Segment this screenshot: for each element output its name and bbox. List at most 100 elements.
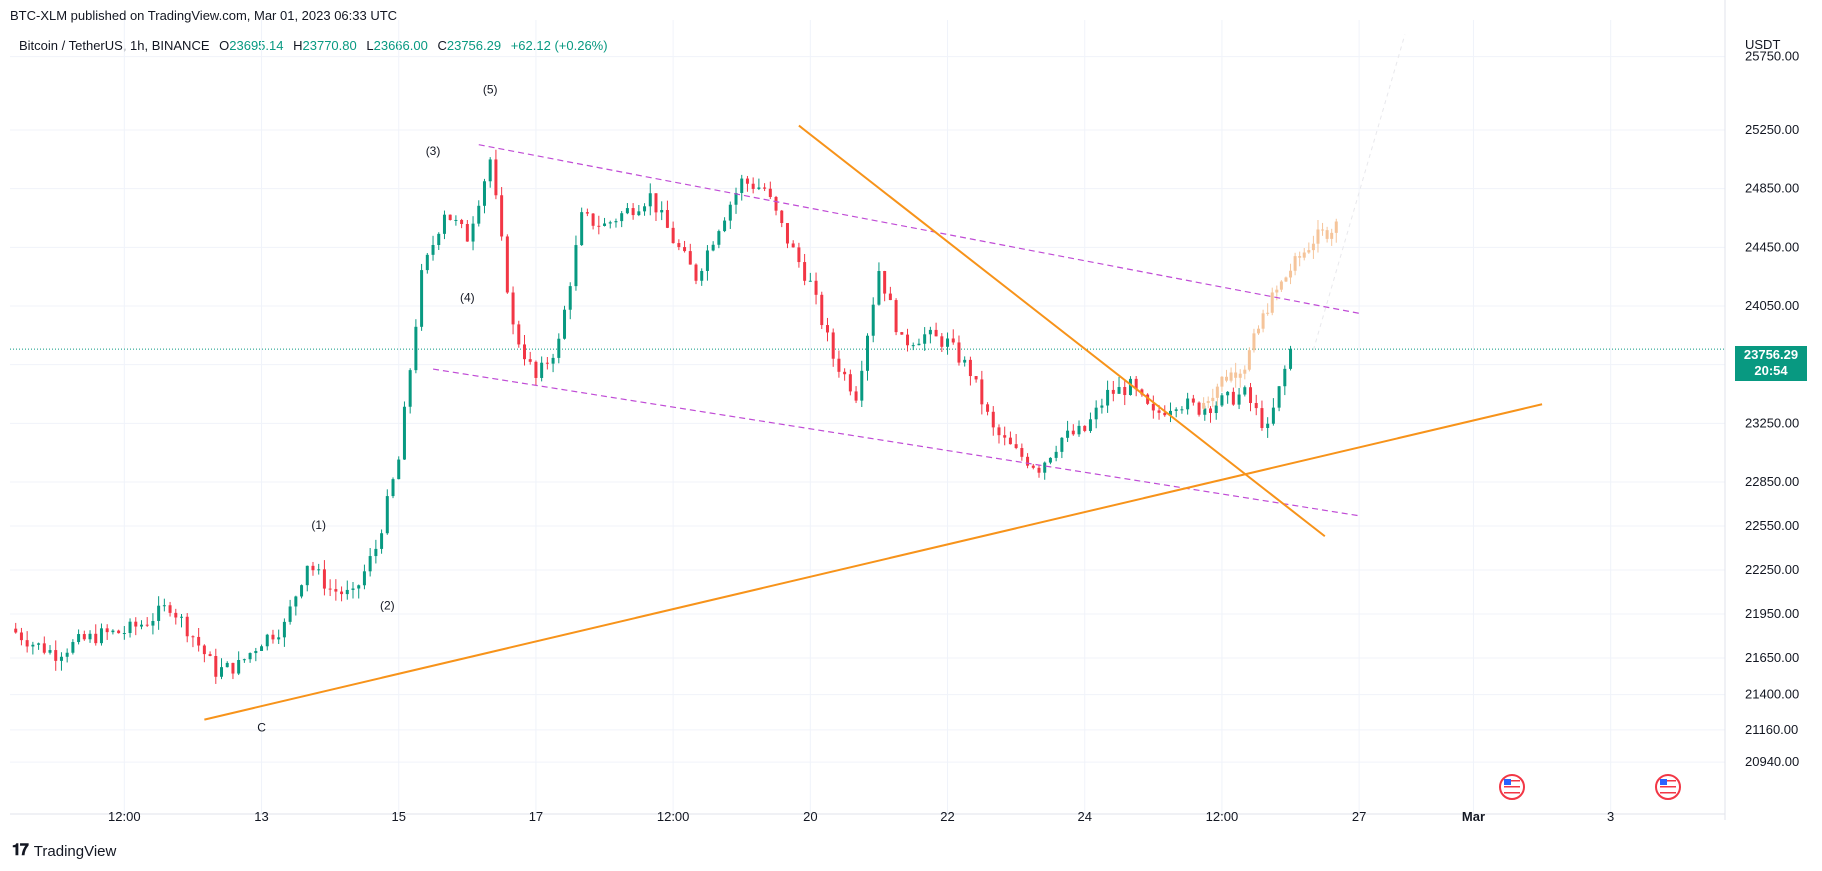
low-label: L: [366, 38, 374, 53]
flag-stripe: [1660, 792, 1676, 794]
candle: [157, 605, 161, 622]
candle: [351, 588, 355, 590]
candle: [368, 556, 372, 572]
projected-candle: [1307, 250, 1311, 253]
time-tick-label: 13: [254, 809, 268, 824]
time-tick-label: 3: [1607, 809, 1614, 824]
projected-candle: [1330, 232, 1334, 239]
symbol-legend[interactable]: Bitcoin / TetherUS, 1h, BINANCE O23695.1…: [19, 38, 608, 53]
candle: [820, 294, 824, 326]
price-tick-label: 21950.00: [1745, 606, 1799, 621]
candle: [1254, 403, 1258, 409]
candle: [482, 181, 486, 206]
published-caption: BTC-XLM published on TradingView.com, Ma…: [10, 8, 398, 23]
candle: [277, 637, 281, 640]
chart-grid: [10, 20, 1725, 814]
candle: [860, 370, 864, 401]
last-price-value: 23756.29: [1743, 347, 1799, 362]
candle: [911, 345, 915, 347]
candle: [534, 361, 538, 378]
candle: [214, 656, 218, 677]
candle: [1083, 425, 1087, 431]
candle: [900, 332, 904, 335]
flag-stripe: [1660, 786, 1676, 788]
candle: [808, 280, 812, 282]
candle: [185, 616, 189, 637]
candle: [580, 212, 584, 246]
candle: [906, 334, 910, 346]
candle: [425, 254, 429, 271]
candle: [740, 178, 744, 193]
candle: [402, 406, 406, 460]
candle: [540, 362, 544, 378]
candle: [225, 662, 229, 668]
candle: [1197, 402, 1201, 415]
flag-stripe: [1504, 783, 1520, 785]
price-axis-unit: USDT: [1745, 37, 1780, 52]
candle: [1037, 467, 1041, 473]
candle: [774, 196, 778, 211]
candle: [791, 243, 795, 248]
candle: [391, 479, 395, 497]
time-tick-label: 24: [1077, 809, 1091, 824]
candle: [37, 643, 41, 645]
event-icons[interactable]: [1499, 774, 1681, 800]
candle: [871, 304, 875, 336]
candle: [1277, 386, 1281, 408]
candle: [265, 634, 269, 647]
projected-candle: [1247, 350, 1251, 370]
candle: [1214, 405, 1218, 414]
candle: [1266, 423, 1270, 428]
candle: [797, 247, 801, 263]
candle: [705, 250, 709, 271]
candle: [1014, 444, 1018, 449]
candle: [99, 628, 103, 644]
candle: [1191, 398, 1195, 403]
flag-stripe: [1504, 792, 1520, 794]
candle: [768, 188, 772, 197]
candle: [139, 624, 143, 627]
close-label: C: [437, 38, 447, 53]
candle: [528, 359, 532, 362]
candle: [625, 208, 629, 214]
candle: [374, 548, 378, 557]
candle: [362, 571, 366, 586]
time-axis[interactable]: 12:00 13 15 17 12:00 20 22 24 12:00 27 Mar 3: [10, 809, 1725, 824]
projected-candle: [1275, 289, 1279, 293]
candle: [1134, 378, 1138, 390]
projected-candle: [1325, 230, 1329, 239]
candle: [660, 210, 664, 213]
low-value: 23666.00: [373, 38, 428, 53]
candle: [420, 270, 424, 327]
candle: [282, 621, 286, 638]
time-tick-label: 20: [803, 809, 817, 824]
change-value: +62.12 (+0.26%): [510, 38, 608, 53]
time-tick-label: 12:00: [108, 809, 141, 824]
projected-candle: [1234, 372, 1238, 378]
candle: [1220, 395, 1224, 406]
candle: [82, 634, 86, 640]
time-tick-label: 12:00: [1206, 809, 1239, 824]
candle: [877, 271, 881, 305]
candle: [1289, 348, 1293, 369]
candle: [671, 227, 675, 244]
candle: [831, 332, 835, 359]
tradingview-logo[interactable]: 𝟏𝟕 TradingView: [12, 842, 116, 860]
symbol-name: Bitcoin / TetherUS, 1h, BINANCE: [19, 38, 210, 53]
candle: [614, 221, 618, 223]
candle: [1128, 378, 1132, 396]
candle: [122, 633, 126, 635]
projected-candle: [1266, 312, 1270, 314]
candle: [940, 336, 944, 347]
candle: [711, 244, 715, 251]
descending-trendline: [798, 124, 1326, 538]
projected-candle: [1284, 277, 1288, 282]
us-event-flag-icon[interactable]: [1655, 774, 1681, 800]
price-tick-label: 24450.00: [1745, 239, 1799, 254]
candle: [328, 588, 332, 590]
candle: [928, 329, 932, 335]
us-event-flag-icon[interactable]: [1499, 774, 1525, 800]
ascending-trendline: [204, 403, 1543, 721]
